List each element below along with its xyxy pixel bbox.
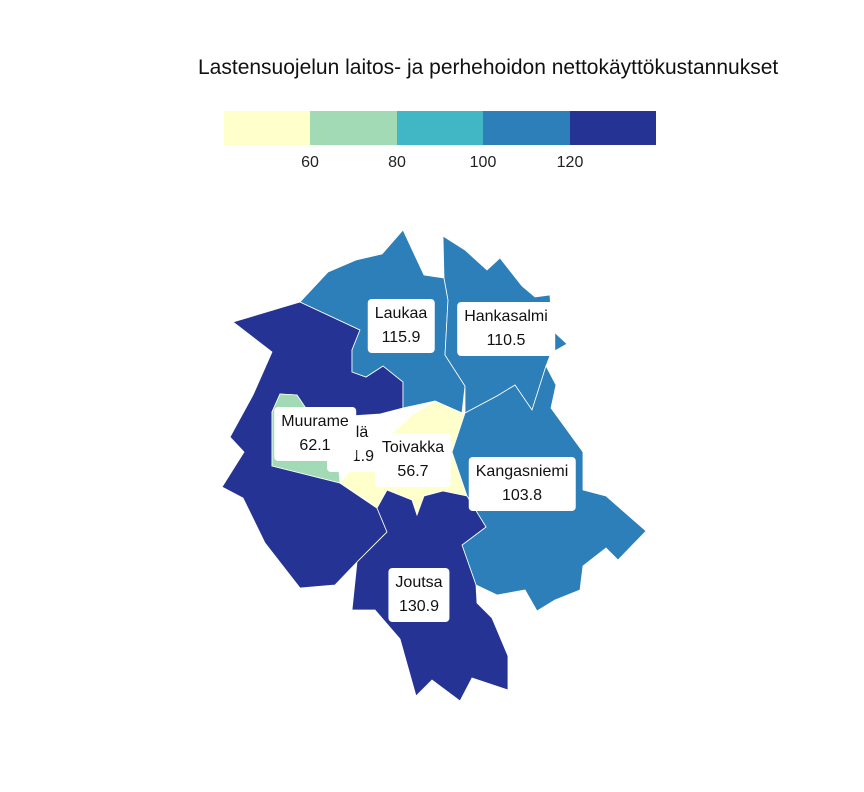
- region-value: 62.1: [299, 437, 331, 454]
- legend-swatch-2: [310, 111, 397, 145]
- legend-swatch-5: [569, 111, 657, 145]
- map-label-muurame: Muurame 62.1: [274, 407, 356, 461]
- map-label-joutsa: Joutsa 130.9: [388, 568, 450, 622]
- legend-tick: 80: [388, 154, 406, 171]
- legend-tick: 100: [469, 154, 497, 171]
- region-value: 103.8: [501, 487, 543, 504]
- legend-swatch-3: [396, 111, 484, 145]
- map-label-hankasalmi: Hankasalmi 110.5: [457, 302, 555, 356]
- map-label-laukaa: Laukaa 115.9: [367, 299, 435, 353]
- legend-swatch-4: [483, 111, 570, 145]
- legend-tick: 60: [301, 154, 319, 171]
- map-label-toivakka: Toivakka 56.7: [374, 433, 452, 487]
- region-value: 115.9: [381, 329, 421, 346]
- legend-swatch-1: [224, 111, 311, 145]
- region-name: Hankasalmi: [464, 308, 548, 325]
- region-name: Muurame: [281, 413, 349, 430]
- region-value: 110.5: [486, 332, 526, 349]
- map-label-kangasniemi: Kangasniemi 103.8: [468, 457, 576, 511]
- region-name: Toivakka: [381, 439, 445, 456]
- map-title: Lastensuojelun laitos- ja perhehoidon ne…: [198, 56, 779, 79]
- legend-tick: 120: [556, 154, 584, 171]
- region-name: Laukaa: [374, 305, 428, 322]
- region-name: Joutsa: [395, 574, 443, 591]
- legend-ticks: 60 80 100 120: [224, 154, 656, 176]
- color-legend: [224, 111, 657, 145]
- region-value: 130.9: [398, 598, 440, 615]
- region-name: Kangasniemi: [475, 463, 569, 480]
- region-value: 56.7: [397, 463, 429, 480]
